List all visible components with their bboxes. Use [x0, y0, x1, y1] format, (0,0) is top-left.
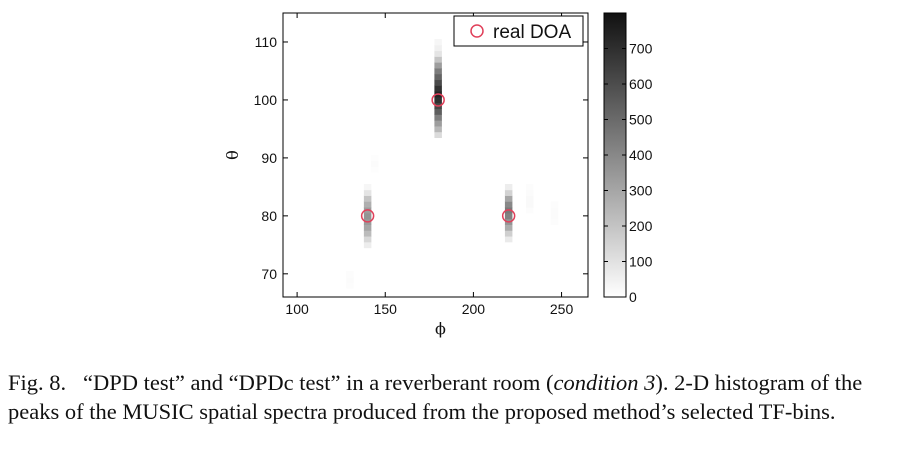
x-tick-label: 250 [550, 301, 574, 317]
x-tick-label: 200 [462, 301, 486, 317]
legend-marker-circle [470, 24, 484, 38]
figure-caption: Fig. 8. “DPD test” and “DPDc test” in a … [8, 368, 903, 426]
y-tick-label: 100 [254, 92, 278, 108]
figure: 100 150 200 250 70 80 90 100 110 ϕ θ real DOA 0 1… [223, 12, 653, 338]
colorbar-tick-label: 300 [629, 183, 653, 199]
colorbar-tick-label: 0 [629, 289, 637, 305]
histogram-cell [550, 218, 559, 225]
histogram-cell [434, 131, 442, 139]
histogram-cells [346, 39, 559, 289]
colorbar: 0 100 200 300 400 500 600 700 [603, 12, 653, 305]
histogram-cell [550, 212, 559, 220]
real-doa-marker [501, 209, 516, 223]
caption-text-after: ). 2-D histogram of the peaks of the MUS… [8, 370, 863, 424]
histogram-cell [434, 68, 442, 75]
histogram-cell [363, 236, 372, 243]
y-tick-label: 80 [261, 208, 277, 224]
y-tick-label: 90 [261, 150, 277, 166]
histogram-cell [550, 207, 559, 214]
y-axis-label: θ [223, 150, 242, 160]
colorbar-tick-label: 100 [629, 254, 653, 270]
histogram-cell [526, 183, 534, 191]
histogram-cell [363, 230, 372, 237]
histogram-cell [434, 50, 442, 57]
real-doa-marker [431, 93, 445, 107]
histogram-cell [504, 236, 513, 243]
x-tick-label: 100 [285, 301, 309, 317]
histogram-cell [504, 195, 513, 202]
histogram-cell [504, 230, 513, 237]
plot-frame [282, 12, 589, 298]
histogram-cell [550, 201, 559, 208]
colorbar-tick-label: 400 [629, 147, 653, 163]
histogram-cell [346, 270, 354, 278]
histogram-cell [363, 195, 372, 202]
histogram-cell [504, 183, 513, 191]
histogram-cell [363, 212, 372, 220]
histogram-cell [346, 276, 354, 283]
histogram-cell [504, 201, 513, 208]
histogram-cell [504, 189, 513, 196]
histogram-cell [504, 224, 513, 231]
histogram-cell [434, 126, 442, 133]
histogram-cell [434, 39, 442, 46]
real-doa-marker [360, 209, 375, 223]
legend: real DOA [453, 15, 584, 47]
x-axis-label: ϕ [435, 319, 446, 338]
histogram-cell [434, 44, 442, 52]
histogram-cell [526, 207, 534, 214]
histogram-cell [370, 155, 379, 162]
colorbar-tick-label: 500 [629, 112, 653, 128]
caption-text-before: “DPD test” and “DPDc test” in a reverber… [83, 370, 554, 395]
histogram-cell [363, 183, 372, 191]
x-tick-label: 150 [374, 301, 398, 317]
caption-condition: condition 3 [553, 370, 656, 395]
histogram-cell [434, 62, 442, 69]
legend-label: real DOA [493, 22, 571, 43]
histogram-cell [434, 56, 442, 63]
histogram-cell [434, 120, 442, 127]
histogram-cell [526, 189, 534, 196]
histogram-cell [370, 166, 379, 173]
histogram-cell [434, 85, 442, 92]
legend-box [453, 15, 584, 47]
histogram-cell [434, 97, 442, 104]
colorbar-tick-label: 700 [629, 41, 653, 57]
histogram-cell [363, 189, 372, 196]
histogram-cell [434, 114, 442, 121]
colorbar-ticks: 0 100 200 300 400 500 600 700 [604, 41, 653, 305]
histogram-cell [363, 201, 372, 208]
y-tick-label: 110 [255, 34, 278, 50]
histogram-cell [363, 224, 372, 231]
caption-label: Fig. 8. [8, 370, 67, 395]
histogram-cell [526, 195, 534, 202]
histogram-cell [363, 241, 372, 249]
histogram-cell [434, 108, 442, 115]
histogram-cell [434, 79, 442, 86]
y-tick-label: 70 [261, 266, 277, 282]
histogram-cell [346, 282, 354, 289]
histogram-cell [504, 212, 513, 220]
histogram-cell [370, 160, 379, 167]
histogram-cell [434, 73, 442, 81]
colorbar-tick-label: 600 [629, 76, 653, 92]
real-doa-markers [360, 93, 516, 223]
histogram-cell [526, 201, 534, 208]
axis-ticks: 100 150 200 250 70 80 90 100 110 [254, 13, 588, 317]
colorbar-tick-label: 200 [629, 218, 653, 234]
